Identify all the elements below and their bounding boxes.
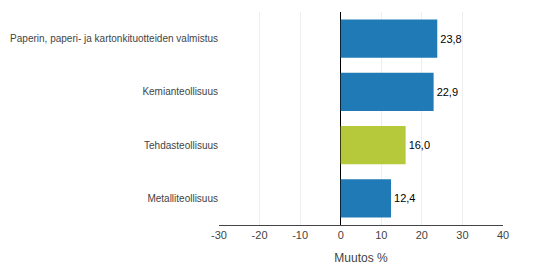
svg-text:-10: -10	[292, 229, 308, 241]
svg-text:-20: -20	[252, 229, 268, 241]
svg-text:Tehdasteollisuus: Tehdasteollisuus	[144, 140, 218, 151]
svg-text:23,8: 23,8	[440, 33, 461, 45]
svg-text:Muutos %: Muutos %	[334, 251, 388, 265]
svg-text:22,9: 22,9	[437, 86, 458, 98]
svg-text:-30: -30	[211, 229, 227, 241]
svg-text:20: 20	[416, 229, 428, 241]
svg-text:16,0: 16,0	[409, 139, 430, 151]
svg-text:12,4: 12,4	[394, 192, 415, 204]
svg-text:Paperin, paperi- ja kartonkitu: Paperin, paperi- ja kartonkituotteiden v…	[10, 33, 218, 44]
svg-text:10: 10	[375, 229, 387, 241]
svg-text:30: 30	[456, 229, 468, 241]
svg-text:Kemianteollisuus: Kemianteollisuus	[142, 86, 218, 97]
svg-text:Metalliteollisuus: Metalliteollisuus	[147, 193, 218, 204]
svg-text:40: 40	[497, 229, 509, 241]
svg-text:0: 0	[338, 229, 344, 241]
